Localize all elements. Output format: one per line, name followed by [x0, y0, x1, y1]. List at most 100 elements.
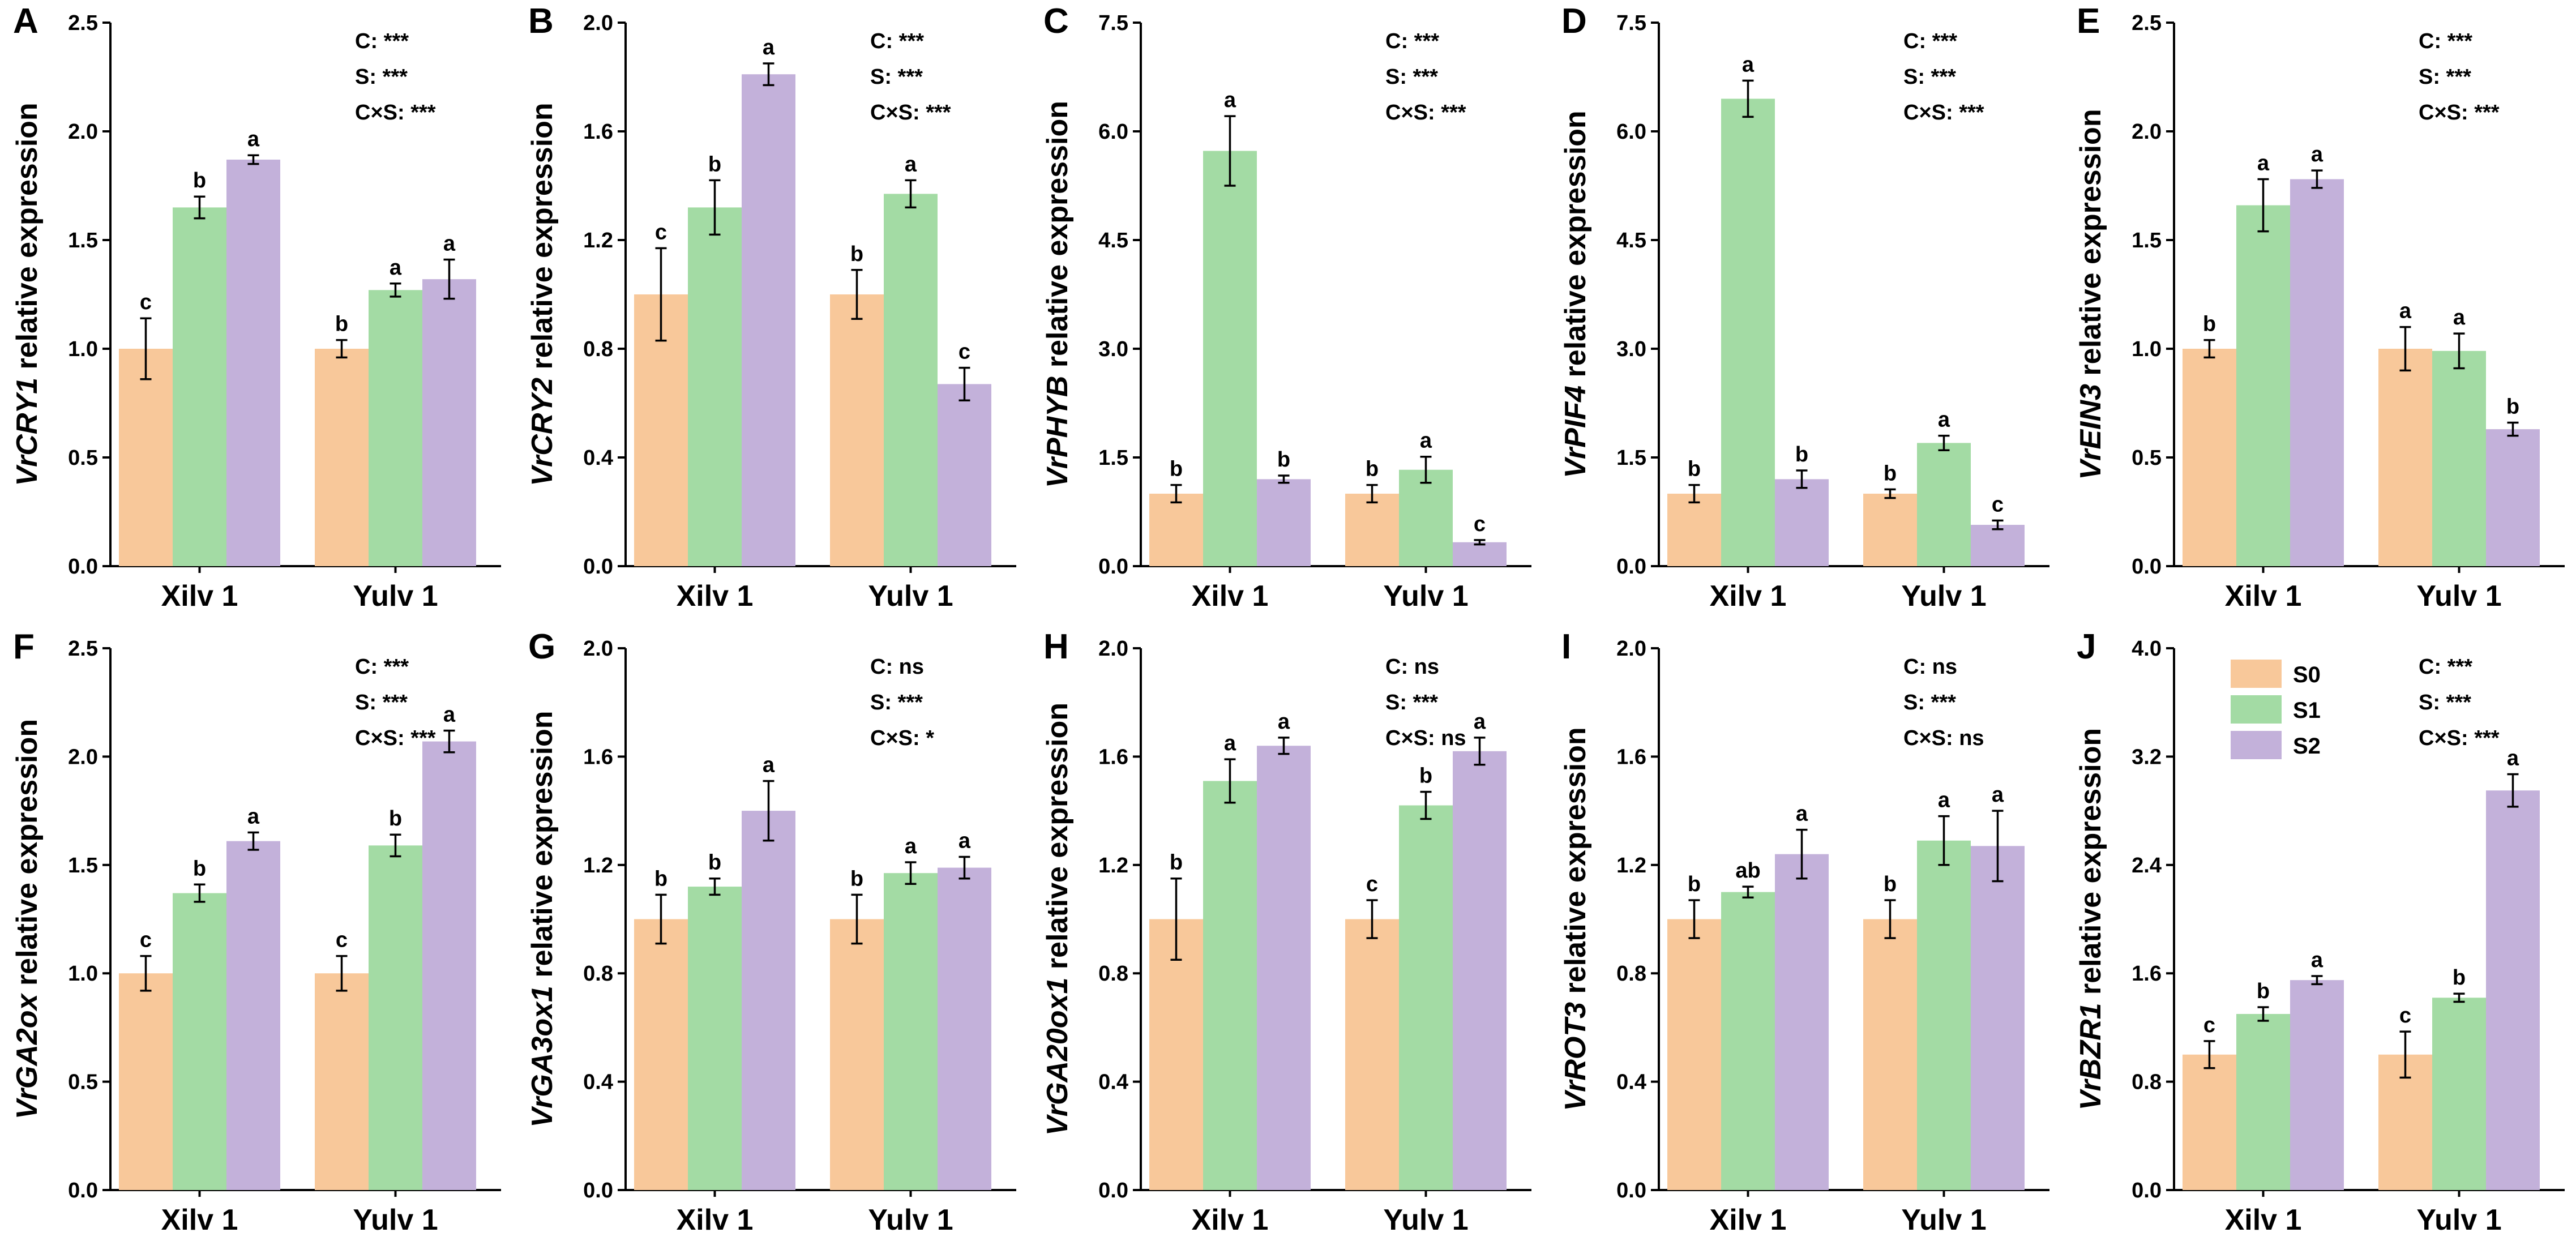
anova-stat: C×S: ***	[1385, 101, 1466, 125]
legend-label-s2: S2	[2293, 734, 2321, 759]
bar-s0	[634, 919, 688, 1190]
y-axis-title-suffix: relative expression	[526, 711, 559, 986]
bar-s0	[1667, 919, 1721, 1190]
significance-letter: a	[958, 829, 971, 853]
y-tick-label: 6.0	[1098, 120, 1128, 144]
y-tick-label: 1.6	[2132, 962, 2162, 986]
category-label: Yulv 1	[1901, 580, 1986, 613]
bar-s0	[830, 294, 884, 566]
bar-s2	[1775, 854, 1829, 1190]
significance-letter: b	[708, 851, 721, 875]
bar-s2	[422, 741, 476, 1190]
category-label: Xilv 1	[1192, 1204, 1269, 1236]
y-tick-label: 3.0	[1616, 337, 1646, 361]
bar-s0	[1863, 494, 1917, 566]
significance-letter: b	[2257, 979, 2270, 1003]
bar-s2	[1971, 525, 2025, 566]
panel-a: A 0.0 0.5 1.0 1.5 2.0 2.5 VrCRY1 relative expre…	[11, 2, 501, 613]
significance-letter: b	[335, 313, 348, 336]
significance-letter: b	[1170, 851, 1183, 875]
significance-letter: a	[390, 256, 402, 280]
panel-i: I 0.0 0.4 0.8 1.2 1.6 2.0 VrROT3 relative expre…	[1559, 627, 2049, 1236]
bar-s2	[742, 74, 795, 566]
category-label: Yulv 1	[868, 1204, 953, 1236]
category-label: Yulv 1	[353, 580, 438, 613]
anova-stat: S: ***	[1385, 691, 1438, 714]
anova-stat: C×S: ***	[355, 101, 436, 125]
panel-c: C 0.0 1.5 3.0 4.5 6.0 7.5 VrPHYB relative expre…	[1041, 2, 1531, 613]
category-label: Yulv 1	[1383, 1204, 1468, 1236]
significance-letter: a	[2257, 151, 2270, 175]
significance-letter: b	[389, 807, 402, 831]
anova-stat: C: ***	[870, 29, 924, 53]
significance-letter: a	[1742, 53, 1755, 76]
bar-s1	[369, 845, 422, 1190]
y-axis-title-suffix: relative expression	[2074, 728, 2107, 1003]
category-label: Xilv 1	[1710, 1204, 1787, 1236]
y-tick-label: 1.2	[583, 854, 613, 878]
bar-s1	[1917, 443, 1971, 566]
anova-stat: S: ***	[2419, 65, 2471, 89]
y-tick-label: 1.6	[583, 120, 613, 144]
significance-letter: a	[247, 127, 260, 151]
significance-letter: b	[193, 857, 206, 880]
significance-letter: c	[140, 928, 152, 952]
anova-stat: C×S: ***	[355, 726, 436, 750]
y-tick-label: 0.5	[68, 446, 98, 470]
anova-stat: C: ***	[2419, 29, 2472, 53]
bar-s1	[2236, 1013, 2290, 1190]
panel-f: F 0.0 0.5 1.0 1.5 2.0 2.5 VrGA2ox relative expr…	[11, 627, 501, 1236]
significance-letter: b	[708, 152, 721, 176]
bar-s0	[315, 973, 369, 1190]
bar-s2	[2486, 429, 2540, 566]
significance-letter: a	[1278, 710, 1290, 734]
significance-letter: a	[247, 804, 260, 828]
panel-letter-d: D	[1561, 2, 1587, 41]
category-label: Yulv 1	[1901, 1204, 1986, 1236]
significance-letter: b	[850, 867, 863, 891]
significance-letter: c	[2399, 1004, 2411, 1028]
category-label: Xilv 1	[2225, 1204, 2302, 1236]
significance-letter: c	[1992, 493, 2004, 516]
significance-letter: b	[1277, 448, 1290, 472]
significance-letter: c	[2203, 1013, 2215, 1037]
significance-letter: b	[193, 169, 206, 192]
bar-s1	[369, 290, 422, 566]
y-axis-title: VrGA2ox relative expression	[11, 719, 44, 1119]
y-tick-label: 0.0	[2132, 1179, 2162, 1203]
y-tick-label: 7.5	[1616, 11, 1646, 35]
y-tick-label: 0.0	[583, 1179, 613, 1203]
y-axis-title-gene: VrROT3	[1559, 1002, 1592, 1111]
y-axis-title-suffix: relative expression	[1559, 110, 1592, 386]
significance-letter: c	[1474, 512, 1486, 536]
legend-swatch-s1	[2231, 695, 2282, 724]
panel-j: J 0.0 0.8 1.6 2.4 3.2 4.0 VrBZR1 relative expre…	[2074, 627, 2565, 1236]
significance-letter: a	[905, 835, 917, 858]
bar-s0	[2378, 349, 2432, 566]
y-tick-label: 4.5	[1098, 229, 1128, 253]
anova-stat: C: ***	[1385, 29, 1439, 53]
anova-stat: C×S: ns	[1385, 726, 1466, 750]
bar-s0	[1345, 919, 1399, 1190]
legend-swatch-s0	[2231, 660, 2282, 688]
y-tick-label: 4.0	[2132, 637, 2162, 661]
y-axis-title-gene: VrBZR1	[2074, 1003, 2107, 1110]
bar-s2	[422, 279, 476, 566]
significance-letter: a	[2399, 299, 2412, 323]
y-axis-title-suffix: relative expression	[1559, 727, 1592, 1002]
y-tick-label: 1.6	[1616, 745, 1646, 769]
bar-s0	[119, 349, 173, 566]
y-tick-label: 2.0	[68, 120, 98, 144]
y-tick-label: 1.0	[68, 962, 98, 986]
significance-letter: b	[1884, 461, 1897, 485]
y-axis-title-suffix: relative expression	[11, 719, 44, 994]
y-tick-label: 1.2	[1098, 854, 1128, 878]
y-tick-label: 0.0	[68, 555, 98, 579]
y-tick-label: 0.4	[1616, 1071, 1646, 1094]
panel-letter-e: E	[2077, 2, 2100, 41]
significance-letter: a	[2311, 948, 2323, 972]
category-label: Xilv 1	[677, 580, 754, 613]
bar-s2	[2290, 980, 2344, 1190]
y-tick-label: 1.2	[1616, 854, 1646, 878]
category-label: Yulv 1	[2416, 1204, 2501, 1236]
